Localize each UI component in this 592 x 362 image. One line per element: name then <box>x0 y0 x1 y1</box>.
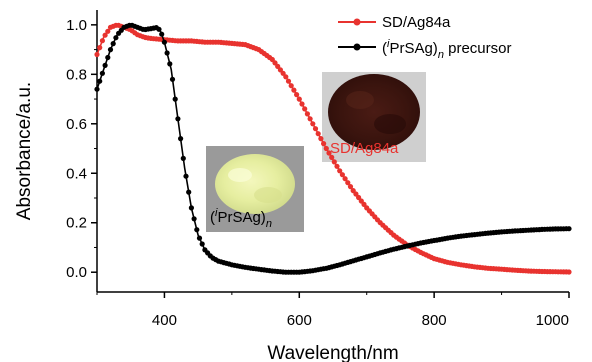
series-marker <box>113 35 119 41</box>
x-tick-label: 400 <box>152 312 177 329</box>
series-marker <box>178 136 184 142</box>
series-marker <box>342 176 348 182</box>
series-marker <box>161 39 167 45</box>
yellow-powder-photo: (iPrSAg)n <box>206 146 304 232</box>
legend-item-sd-ag84a: SD/Ag84a <box>338 14 451 31</box>
series-marker <box>167 61 173 67</box>
series-marker <box>99 70 105 76</box>
y-tick-label: 0.8 <box>66 66 87 83</box>
series-marker <box>334 163 340 169</box>
y-tick-label: 0.6 <box>66 116 87 133</box>
series-1 <box>94 22 572 275</box>
series-marker <box>110 41 116 47</box>
series-marker <box>345 180 351 186</box>
series-marker <box>183 173 189 179</box>
series-marker <box>299 101 305 107</box>
series-marker <box>196 235 203 241</box>
series-marker <box>105 54 111 61</box>
series-marker <box>347 184 354 190</box>
dark-powder-label: SD/Ag84a <box>330 140 399 157</box>
series-marker <box>337 168 343 174</box>
series-marker <box>302 106 308 112</box>
series-marker <box>566 226 572 232</box>
series-marker <box>321 141 327 147</box>
series-marker <box>312 126 319 132</box>
legend-marker-black <box>353 43 361 51</box>
series-marker <box>318 136 324 142</box>
series-marker <box>304 111 310 117</box>
series-marker <box>294 92 300 98</box>
dark-powder-photo: SD/Ag84a <box>322 72 426 162</box>
series-marker <box>97 78 103 84</box>
yellow-powder-label: (iPrSAg)n <box>210 207 272 230</box>
series-marker <box>94 51 100 58</box>
legend-item-precursor: (iPrSAg)n precursor <box>338 38 511 61</box>
x-tick-label: 1000 <box>536 312 569 329</box>
series-marker <box>356 194 362 201</box>
y-tick-label: 0.4 <box>66 165 87 182</box>
series-marker <box>285 78 292 84</box>
series-marker <box>331 159 337 165</box>
y-axis-title: Absorbance/a.u. <box>14 82 35 220</box>
series-marker <box>102 32 108 38</box>
x-axis-title: Wavelength/nm <box>267 343 398 362</box>
legend: SD/Ag84a (iPrSAg)n precursor <box>338 14 511 61</box>
series-marker <box>280 70 286 76</box>
series-marker <box>307 116 313 122</box>
x-tick-label: 600 <box>287 312 312 329</box>
ticks: 400 600 800 1000 0.0 0.2 0.4 0.6 0.8 1.0 <box>66 17 570 329</box>
series-marker <box>199 241 205 247</box>
series-marker <box>105 28 111 34</box>
series-layer <box>94 22 572 275</box>
legend-label-precursor: (iPrSAg)n precursor <box>382 38 511 61</box>
series-marker <box>102 62 108 68</box>
series-marker <box>169 76 176 82</box>
series-marker <box>94 86 100 92</box>
series-marker <box>180 155 186 161</box>
series-marker <box>191 216 197 222</box>
series-marker <box>175 116 181 122</box>
series-marker <box>164 50 170 56</box>
series-marker <box>361 201 367 207</box>
series-marker <box>272 60 278 66</box>
series-marker <box>326 150 332 156</box>
series-marker <box>188 205 194 211</box>
series-marker <box>159 31 165 37</box>
series-marker <box>97 45 103 51</box>
series-marker <box>194 227 200 233</box>
series-marker <box>566 269 572 275</box>
series-marker <box>275 63 281 69</box>
series-marker <box>107 47 114 53</box>
series-marker <box>329 154 335 160</box>
series-marker <box>99 38 105 44</box>
x-tick-label: 800 <box>422 312 447 329</box>
series-marker <box>283 74 289 80</box>
series-marker <box>156 26 162 32</box>
series-marker <box>291 87 297 93</box>
series-marker <box>323 145 329 152</box>
series-0 <box>94 22 572 275</box>
y-tick-label: 0.2 <box>66 215 87 232</box>
y-tick-label: 0.0 <box>66 264 87 281</box>
series-marker <box>353 191 359 197</box>
series-marker <box>315 131 321 137</box>
series-marker <box>288 83 294 89</box>
series-marker <box>310 121 316 127</box>
series-marker <box>186 189 192 195</box>
series-marker <box>172 96 178 102</box>
series-marker <box>296 96 302 102</box>
legend-label-sd-ag84a: SD/Ag84a <box>382 14 451 31</box>
series-marker <box>339 172 345 178</box>
y-tick-label: 1.0 <box>66 17 87 34</box>
legend-marker-red <box>353 18 361 26</box>
